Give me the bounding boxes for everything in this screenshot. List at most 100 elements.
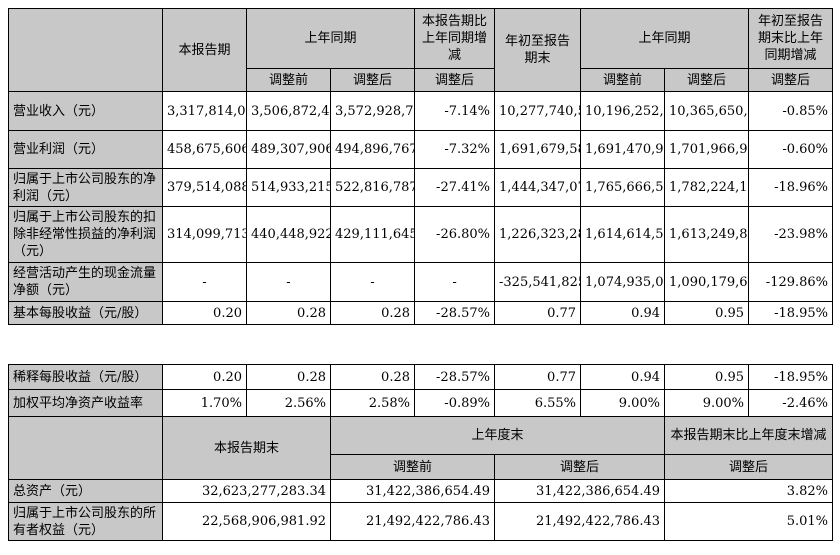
cell: 522,816,787.68 xyxy=(329,168,416,207)
cell: 3.82% xyxy=(664,479,833,503)
cell: 0.20 xyxy=(162,301,247,325)
cell: 1,691,470,957.39 xyxy=(580,130,666,169)
table-row: 基本每股收益（元/股） 0.20 0.28 0.28 -28.57% 0.77 … xyxy=(8,301,834,325)
cell: 514,933,215.12 xyxy=(246,168,331,207)
header-after-adj-2: 调整后 xyxy=(664,68,750,92)
cell: 0.77 xyxy=(494,364,581,390)
cell: 10,277,740,561.91 xyxy=(494,91,582,131)
cell: 1,691,679,582.27 xyxy=(494,130,582,169)
cell: 3,572,928,739.83 xyxy=(329,91,416,131)
cell: 2.56% xyxy=(246,389,331,417)
table-row: 营业利润（元） 458,675,606.53 489,307,906.19 49… xyxy=(8,130,834,169)
cell: 5.01% xyxy=(664,502,833,541)
cell: 3,317,814,008.84 xyxy=(162,91,247,131)
cell: 21,492,422,786.43 xyxy=(330,502,495,541)
header-adj-after-short: 调整后 xyxy=(664,454,833,480)
cell: 9.00% xyxy=(664,389,749,417)
cell: 458,675,606.53 xyxy=(162,130,247,169)
header-before-adj-2: 调整前 xyxy=(580,68,666,92)
cell: 0.28 xyxy=(246,301,331,325)
cell: 10,365,650,609.35 xyxy=(664,91,750,131)
row-label: 归属于上市公司股东的所有者权益（元） xyxy=(8,502,163,541)
cell: 21,492,422,786.43 xyxy=(494,502,665,541)
cell: 2.58% xyxy=(330,389,415,417)
cell: -27.41% xyxy=(414,168,496,207)
cell: 1,226,323,285.61 xyxy=(494,206,582,263)
header-prior-year: 上年同期 xyxy=(245,8,416,69)
header-ytd: 年初至报告期末 xyxy=(494,8,582,92)
cell: -129.86% xyxy=(748,262,834,302)
table-row: 归属于上市公司股东的所有者权益（元） 22,568,906,981.92 21,… xyxy=(8,502,833,541)
row-label: 营业利润（元） xyxy=(8,130,163,169)
cell: 0.77 xyxy=(494,301,582,325)
cell: - xyxy=(414,262,496,302)
cell: 494,896,767.31 xyxy=(329,130,416,169)
cell: 1.70% xyxy=(162,389,247,417)
cell: -18.96% xyxy=(748,168,834,207)
header-prior-year-end: 上年度末 xyxy=(330,416,665,455)
header-after-adj: 调整后 xyxy=(329,68,416,92)
table-row: 营业收入（元） 3,317,814,008.84 3,506,872,451.4… xyxy=(8,91,834,131)
cell: 0.28 xyxy=(246,364,331,390)
cell: 0.20 xyxy=(162,364,247,390)
cell: -0.60% xyxy=(748,130,834,169)
table-row: 稀释每股收益（元/股） 0.20 0.28 0.28 -28.57% 0.77 … xyxy=(8,364,833,390)
cell: 0.95 xyxy=(664,364,749,390)
header-change: 本报告期末比上年度末增减 xyxy=(664,416,833,455)
cell: 31,422,386,654.49 xyxy=(494,479,665,503)
cell: 1,090,179,623.07 xyxy=(664,262,750,302)
cell: 379,514,088.32 xyxy=(162,168,247,207)
cell: 0.28 xyxy=(330,364,415,390)
corner-cell xyxy=(8,8,163,92)
header-after-adj: 调整后 xyxy=(494,454,665,480)
cell: -18.95% xyxy=(748,364,833,390)
table-row: 总资产（元） 32,623,277,283.34 31,422,386,654.… xyxy=(8,479,833,503)
header-period-end: 本报告期末 xyxy=(162,416,331,480)
cell: 314,099,713.25 xyxy=(162,206,247,263)
cell: 0.28 xyxy=(329,301,416,325)
row-label: 基本每股收益（元/股） xyxy=(8,301,163,325)
cell: 0.95 xyxy=(664,301,750,325)
row-label: 归属于上市公司股东的净利润（元） xyxy=(8,168,163,207)
cell: -7.14% xyxy=(414,91,496,131)
cell: -2.46% xyxy=(748,389,833,417)
cell: 31,422,386,654.49 xyxy=(330,479,495,503)
cell: -28.57% xyxy=(414,364,495,390)
row-label: 稀释每股收益（元/股） xyxy=(8,364,163,390)
cell: 1,614,614,585.88 xyxy=(580,206,666,263)
quarterly-financials-table: 本报告期 上年同期 本报告期比上年同期增减 年初至报告期末 上年同期 年初至报告… xyxy=(8,8,834,325)
cell: - xyxy=(246,262,331,302)
cell: 22,568,906,981.92 xyxy=(162,502,331,541)
cell: -325,541,825.67 xyxy=(494,262,582,302)
cell: 1,613,249,837.47 xyxy=(664,206,750,263)
cell: 440,448,922.83 xyxy=(246,206,331,263)
row-label: 经营活动产生的现金流量净额（元） xyxy=(8,262,163,302)
header-adj-after-short-2: 调整后 xyxy=(748,68,834,92)
header-adj-after-short: 调整后 xyxy=(414,68,496,92)
cell: 0.94 xyxy=(580,364,665,390)
cell: -0.85% xyxy=(748,91,834,131)
cell: 429,111,645.99 xyxy=(329,206,416,263)
cell: 1,782,224,166.95 xyxy=(664,168,750,207)
cell: -0.89% xyxy=(414,389,495,417)
row-label: 加权平均净资产收益率 xyxy=(8,389,163,417)
header-ytd-change: 年初至报告期末比上年同期增减 xyxy=(748,8,834,69)
cell: 9.00% xyxy=(580,389,665,417)
header-yoy-change: 本报告期比上年同期增减 xyxy=(414,8,496,69)
cell: - xyxy=(329,262,416,302)
cell: - xyxy=(162,262,247,302)
cell: -26.80% xyxy=(414,206,496,263)
cell: 489,307,906.19 xyxy=(246,130,331,169)
row-label: 营业收入（元） xyxy=(8,91,163,131)
cell: 1,701,966,944.46 xyxy=(664,130,750,169)
header-before-adj: 调整前 xyxy=(330,454,495,480)
table-row: 加权平均净资产收益率 1.70% 2.56% 2.58% -0.89% 6.55… xyxy=(8,389,833,417)
corner-cell xyxy=(8,416,163,480)
table-row: 归属于上市公司股东的扣除非经常性损益的净利润（元） 314,099,713.25… xyxy=(8,206,834,263)
cell: 10,196,252,904.12 xyxy=(580,91,666,131)
cell: 0.94 xyxy=(580,301,666,325)
cell: 1,444,347,079.50 xyxy=(494,168,582,207)
cell: -28.57% xyxy=(414,301,496,325)
cell: -23.98% xyxy=(748,206,834,263)
header-prior-year-2: 上年同期 xyxy=(580,8,750,69)
